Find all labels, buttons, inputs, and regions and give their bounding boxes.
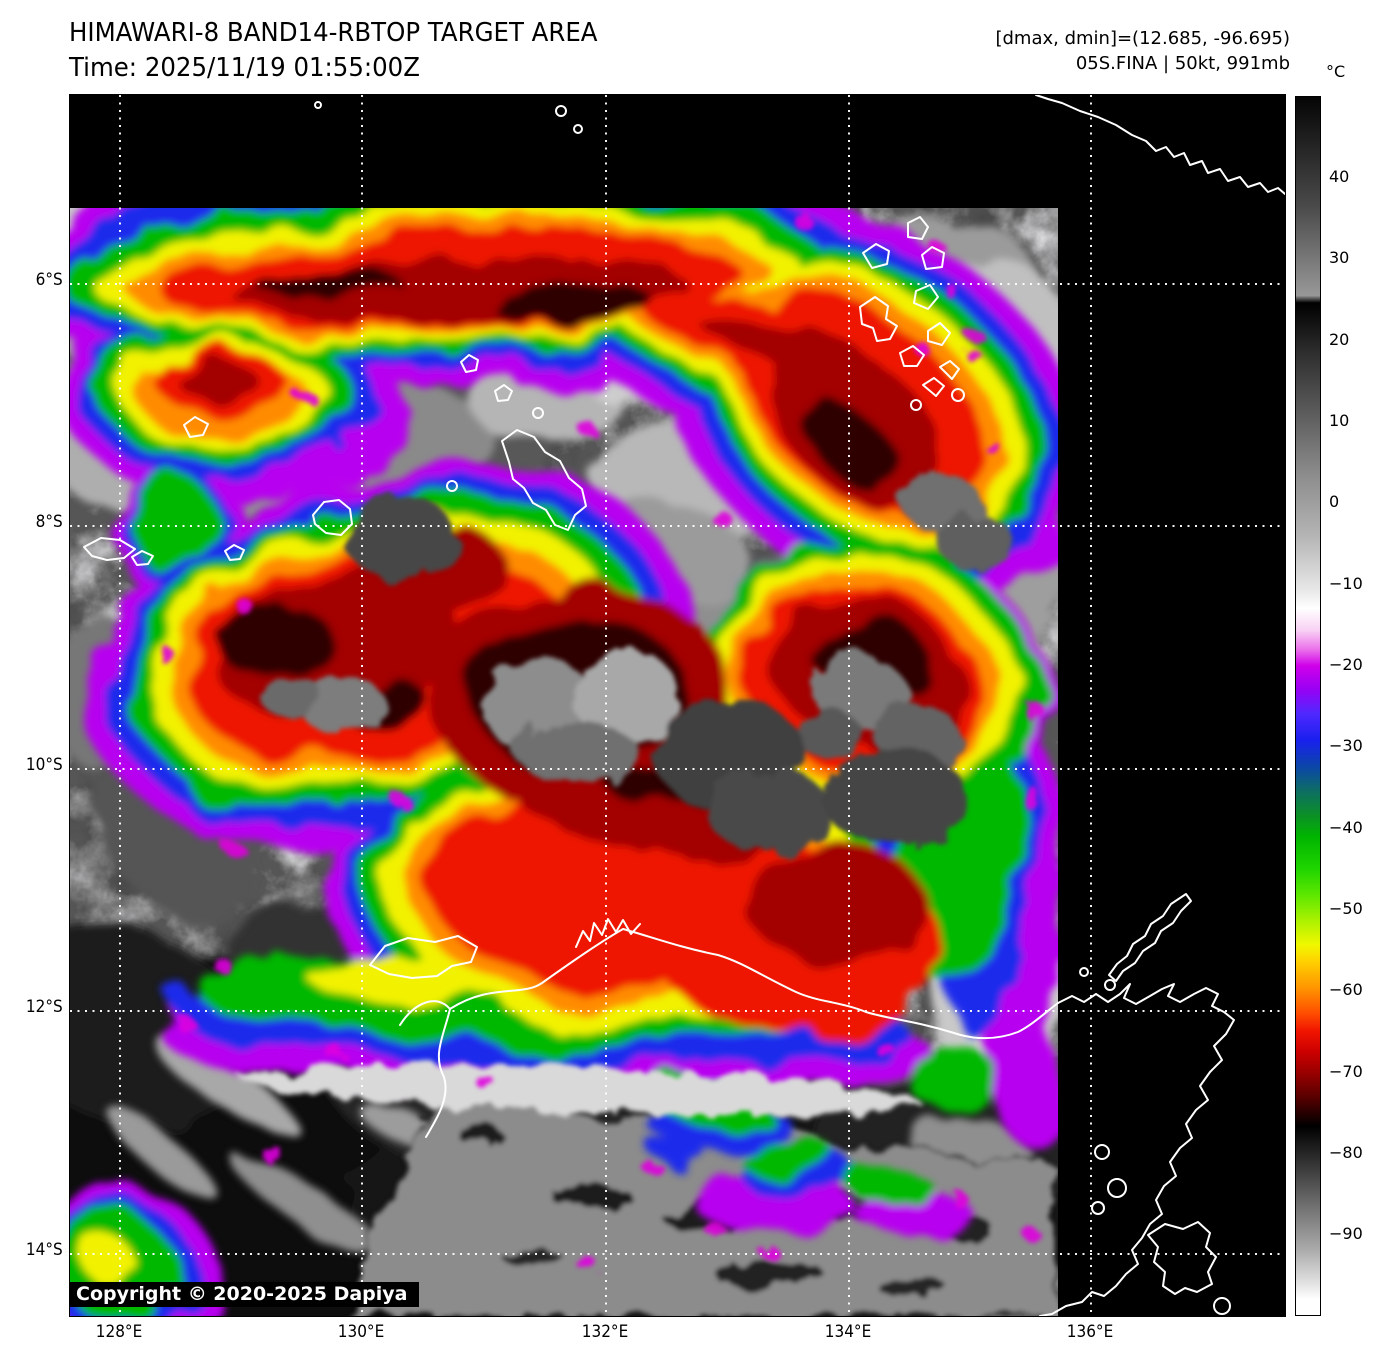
colorbar-tick-label: −40 <box>1329 818 1363 837</box>
colorbar-tick-label: −10 <box>1329 574 1363 593</box>
colorbar-tick-label: −80 <box>1329 1143 1363 1162</box>
overshoot-top-layer <box>240 468 1015 1115</box>
lat-label: 6°S <box>35 270 63 290</box>
lon-label: 134°E <box>824 1322 872 1342</box>
lon-label: 128°E <box>95 1322 143 1342</box>
colorbar-unit-label: °C <box>1326 62 1346 81</box>
copyright-badge: Copyright © 2020-2025 Dapiya <box>70 1282 420 1307</box>
lon-label: 132°E <box>581 1322 629 1342</box>
map-plot: Copyright © 2020-2025 Dapiya <box>69 94 1286 1317</box>
colorbar-tick-label: 20 <box>1329 330 1350 349</box>
header: HIMAWARI-8 BAND14-RBTOP TARGET AREA Time… <box>69 16 598 86</box>
storm-annotation: 05S.FINA | 50kt, 991mb <box>1075 53 1290 74</box>
lon-label: 136°E <box>1066 1322 1114 1342</box>
colorbar-tick-label: −20 <box>1329 655 1363 674</box>
dmax-dmin-annotation: [dmax, dmin]=(12.685, -96.695) <box>995 28 1290 49</box>
satellite-raster <box>70 208 1058 1316</box>
colorbar-tick-label: −50 <box>1329 899 1363 918</box>
colorbar-tick-label: −70 <box>1329 1062 1363 1081</box>
page-title: HIMAWARI-8 BAND14-RBTOP TARGET AREA <box>69 18 598 48</box>
graticule-gridlines <box>70 95 1285 1316</box>
lat-label: 14°S <box>25 1240 63 1260</box>
magenta-speckle-layer <box>157 216 1046 1274</box>
lat-label: 8°S <box>35 512 63 532</box>
satellite-map <box>70 95 1285 1316</box>
coastlines <box>83 95 1285 1316</box>
time-subtitle: Time: 2025/11/19 01:55:00Z <box>69 53 420 83</box>
colorbar-tick-label: 40 <box>1329 167 1350 186</box>
colorbar-tick-label: 0 <box>1329 492 1340 511</box>
lat-label: 12°S <box>25 997 63 1017</box>
lat-label: 10°S <box>25 755 63 775</box>
temperature-colorbar <box>1295 96 1321 1316</box>
colorbar-tick-label: 10 <box>1329 411 1350 430</box>
colorbar-tick-label: −30 <box>1329 736 1363 755</box>
colorbar-tick-label: −60 <box>1329 980 1363 999</box>
annotation-block: [dmax, dmin]=(12.685, -96.695) 05S.FINA … <box>995 26 1290 76</box>
lon-label: 130°E <box>337 1322 385 1342</box>
colorbar-tick-label: 30 <box>1329 248 1350 267</box>
colorbar-tick-label: −90 <box>1329 1224 1363 1243</box>
